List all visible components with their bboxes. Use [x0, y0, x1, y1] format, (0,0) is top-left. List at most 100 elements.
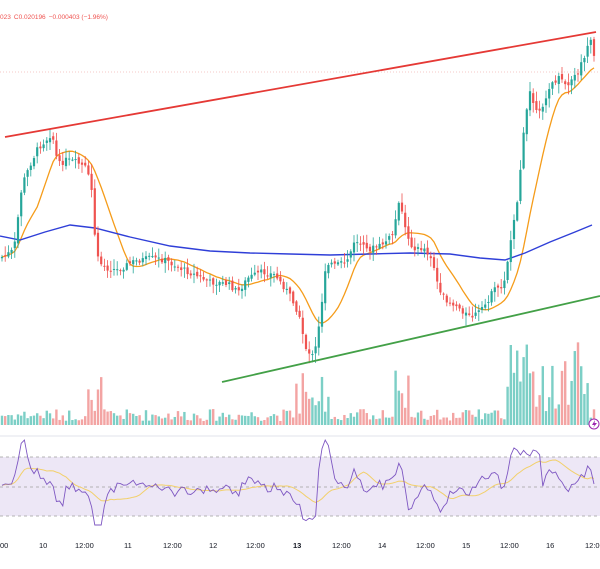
candle-body [308, 349, 311, 354]
candle-body [234, 287, 237, 290]
volume-bar [295, 383, 298, 425]
candle-body [490, 291, 493, 303]
volume-bar [157, 416, 160, 425]
candle-body [346, 259, 349, 262]
candle-body [448, 302, 452, 304]
volume-bar [109, 411, 112, 425]
candle-body [125, 263, 128, 270]
rsi-line [1, 438, 595, 526]
volume-bar [244, 415, 247, 425]
candle-body [103, 265, 106, 267]
volume-bar [16, 414, 20, 425]
lightning-bolt-glyph [592, 420, 597, 428]
time-axis-label: 12:00 [416, 541, 435, 550]
candle-body [589, 39, 592, 45]
candle-body [429, 256, 432, 259]
time-axis-label: 13 [293, 541, 302, 550]
ohlc-fragment: 023 [0, 14, 11, 21]
candle-body [189, 273, 192, 276]
candle-body [288, 287, 292, 294]
candle-body [544, 98, 548, 106]
candle-body [496, 285, 500, 288]
rsi-signal-line [1, 459, 595, 504]
volume-bar [567, 404, 570, 425]
volume-bar [93, 410, 96, 425]
lightning-bolt-icon [588, 418, 600, 430]
volume-bar [80, 419, 84, 425]
volume-bar [362, 409, 365, 425]
candle-body [532, 93, 535, 103]
volume-bar [189, 420, 192, 425]
time-axis-label: 16 [546, 541, 555, 550]
change-value: −0.000403 (−1.96%) [48, 14, 108, 21]
volume-bar [474, 416, 477, 425]
candle-body [84, 162, 87, 166]
candle-body [413, 246, 416, 251]
candle-body [180, 267, 183, 271]
volume-bar [432, 415, 436, 425]
time-axis-label: 10 [39, 541, 48, 550]
volume-bar [90, 399, 93, 425]
candle-body [423, 248, 426, 252]
candle-body [292, 291, 295, 304]
candle-body [349, 251, 352, 258]
volume-bar [205, 419, 208, 425]
volume-bar [212, 409, 215, 425]
volume-bar [333, 416, 336, 425]
candle-body [244, 280, 247, 290]
candle-body [205, 279, 208, 281]
volume-bar [164, 417, 167, 425]
candle-body [13, 241, 16, 249]
candle-body [90, 173, 93, 190]
candle-body [45, 140, 48, 143]
candle-body [221, 282, 224, 284]
candle-body [26, 170, 29, 177]
candle-body [112, 268, 116, 270]
candle-body [560, 74, 564, 80]
candle-body [29, 165, 32, 170]
volume-bar [276, 415, 279, 425]
volume-bar [298, 413, 301, 425]
volume-bar [224, 417, 228, 425]
volume-bar [359, 409, 362, 425]
volume-bar [112, 413, 116, 425]
volume-bar [368, 419, 372, 425]
candle-body [247, 277, 250, 282]
candle-body [301, 317, 304, 334]
close-label: C [13, 14, 19, 21]
volume-bar [349, 413, 352, 425]
candle-body [208, 279, 212, 281]
candle-body [368, 246, 372, 252]
lower-trendline [221, 295, 600, 383]
volume-bar [560, 370, 564, 425]
candle-body [4, 255, 7, 257]
volume-bar [52, 418, 55, 425]
volume-bar [138, 415, 141, 425]
candle-body [16, 217, 20, 244]
volume-bar [384, 417, 388, 425]
volume-bar [397, 390, 400, 425]
volume-bar [202, 420, 205, 425]
candle-body [199, 275, 202, 277]
volume-bar [576, 342, 580, 425]
volume-bar [464, 410, 468, 425]
volume-bar [506, 386, 509, 425]
volume-bar [336, 419, 340, 425]
volume-bar [381, 410, 384, 425]
volume-bar [282, 409, 285, 425]
candle-body [58, 155, 61, 162]
volume-bar [68, 410, 71, 425]
volume-bar [407, 375, 410, 425]
volume-bar [436, 409, 439, 425]
candle-body [464, 312, 468, 316]
volume-bar [365, 413, 368, 425]
candle-body [218, 281, 221, 286]
trendlines[interactable] [4, 31, 600, 383]
volume-bar [429, 415, 432, 425]
volume-bar [122, 418, 125, 425]
volume-bar [420, 410, 423, 425]
volume-bar [116, 415, 119, 425]
candle-body [295, 301, 298, 312]
volume-bar [218, 416, 221, 425]
